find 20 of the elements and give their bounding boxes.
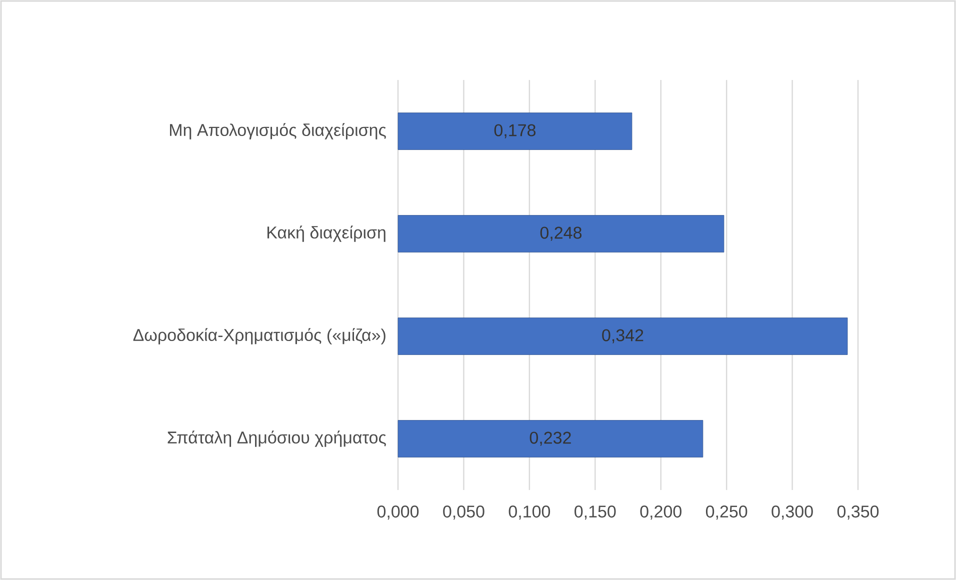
data-label: 0,178 xyxy=(494,124,536,138)
x-tick-label: 0,150 xyxy=(574,506,616,520)
x-tick-label: 0,200 xyxy=(640,506,682,520)
data-label: 0,342 xyxy=(602,329,644,344)
x-tick-label: 0,250 xyxy=(706,506,748,520)
y-tick-label: Δωροδοκία-Χρηματισμός («μίζα») xyxy=(133,328,386,344)
data-label: 0,232 xyxy=(530,432,571,446)
data-label: 0,248 xyxy=(540,226,582,241)
bar xyxy=(398,318,848,355)
x-tick-label: 0,350 xyxy=(837,506,879,520)
y-tick-label: Κακή διαχείριση xyxy=(267,226,386,242)
x-tick-label: 0,050 xyxy=(443,506,484,520)
bar xyxy=(398,215,724,252)
bar xyxy=(398,420,704,458)
bar xyxy=(398,112,632,150)
y-tick-label: Σπάταλη Δημόσιου χρήματος xyxy=(168,430,386,447)
y-tick-label: Μη Απολογισμός διαχείρισης xyxy=(170,123,386,140)
x-tick-label: 0,100 xyxy=(508,506,550,520)
x-tick-label: 0,300 xyxy=(772,506,813,520)
x-tick-label: 0,000 xyxy=(377,506,419,520)
